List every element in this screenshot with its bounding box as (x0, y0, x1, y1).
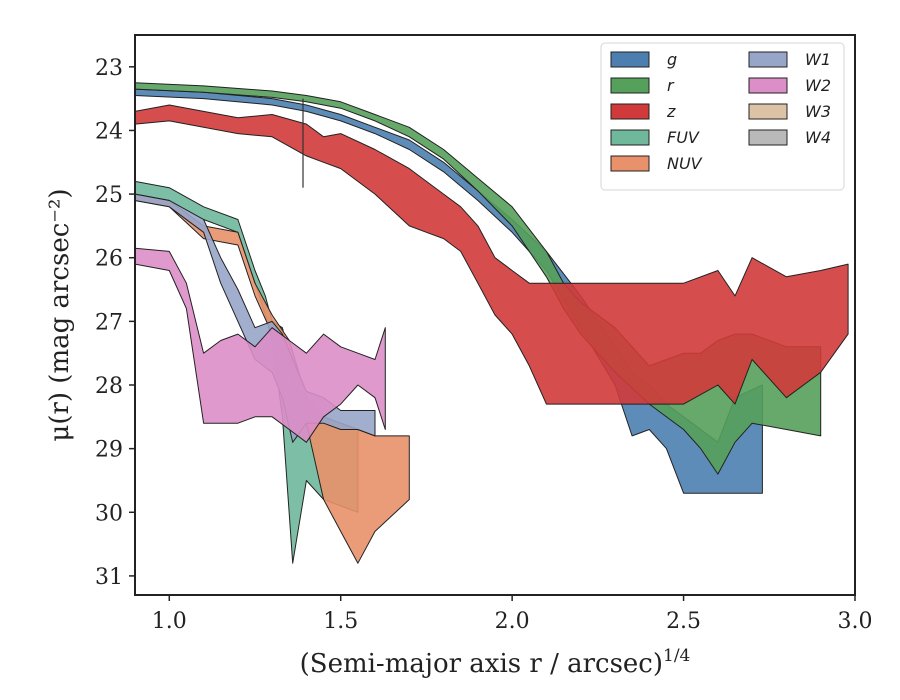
x-tick-label: 2.5 (666, 609, 701, 634)
legend-swatch-nuv (610, 155, 650, 172)
y-tick-label: 26 (95, 247, 123, 272)
series-band-g (134, 88, 763, 494)
y-tick-label: 25 (95, 183, 123, 208)
y-tick-label: 29 (95, 438, 123, 463)
y-tick-label: 27 (95, 310, 123, 335)
legend-swatch-fuv (610, 129, 650, 146)
legend-swatch-g (610, 51, 650, 68)
series-band-z (134, 104, 849, 405)
series-band-nuv (134, 193, 410, 564)
legend-swatch-w4 (748, 129, 788, 146)
y-tick-label: 30 (95, 501, 123, 526)
legend-label-w4: W4 (805, 128, 831, 147)
legend-label-fuv: FUV (667, 128, 700, 147)
legend-label-w1: W1 (805, 50, 831, 69)
series-band-w1 (134, 193, 376, 443)
legend-swatch-w2 (748, 77, 788, 94)
legend-label-w3: W3 (805, 102, 831, 121)
y-axis-label: μ(r) (mag arcsec⁻²) (45, 188, 75, 441)
x-axis-label: (Semi-major axis r / arcsec)1/4 (300, 646, 691, 679)
series-band-w2 (134, 247, 386, 443)
x-tick-label: 1.5 (323, 609, 358, 634)
x-tick-label: 3.0 (838, 609, 873, 634)
legend: grz FUV NUV W1 W2 W3 W4 (600, 42, 845, 191)
legend-swatch-r (610, 77, 650, 94)
series-layer (134, 82, 849, 564)
plot-frame (134, 34, 856, 596)
legend-label-r: r (667, 76, 675, 95)
legend-label-nuv: NUV (667, 154, 703, 173)
legend-label-w2: W2 (805, 76, 831, 95)
y-tick-label: 28 (95, 374, 123, 399)
y-tick-label: 24 (95, 119, 123, 144)
legend-swatch-z (610, 103, 650, 120)
legend-swatch-w3 (748, 103, 788, 120)
y-axis-ticks: 23 24 25 26 27 28 29 30 31 (95, 56, 135, 590)
x-axis-ticks: 1.0 1.5 2.0 2.5 3.0 (152, 595, 873, 634)
x-axis-label-main: (Semi-major axis r / arcsec) (300, 649, 663, 679)
x-tick-label: 1.0 (152, 609, 187, 634)
legend-label-z: z (666, 102, 676, 121)
x-axis-label-sup: 1/4 (663, 646, 690, 666)
x-tick-label: 2.0 (495, 609, 530, 634)
y-tick-label: 23 (95, 56, 123, 81)
legend-swatch-w1 (748, 51, 788, 68)
y-tick-label: 31 (95, 565, 123, 590)
legend-label-g: g (667, 50, 677, 69)
